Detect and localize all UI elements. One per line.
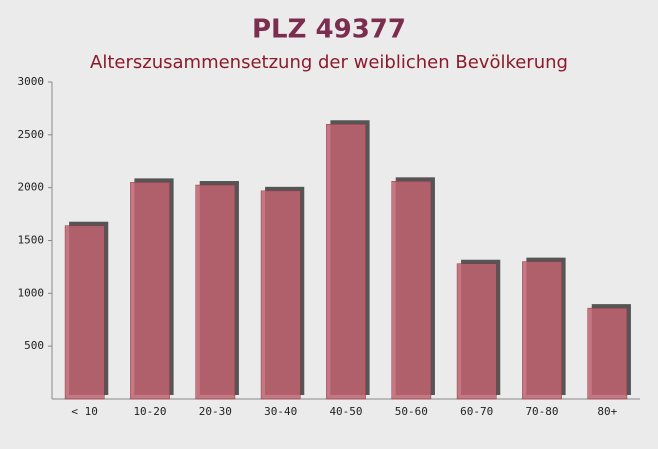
- x-tick-label: 20-30: [199, 405, 232, 418]
- bar: [64, 225, 105, 400]
- bar: [326, 124, 366, 400]
- bar: [260, 190, 301, 400]
- bar: [195, 184, 236, 400]
- y-tick-label: 500: [24, 339, 44, 352]
- bar: [522, 261, 562, 400]
- bar: [391, 181, 432, 400]
- y-tick-label: 2000: [18, 181, 45, 194]
- y-tick-label: 3000: [18, 75, 45, 88]
- x-tick-label: 70-80: [525, 405, 558, 418]
- bar: [587, 307, 628, 400]
- chart-title: PLZ 49377: [252, 15, 406, 45]
- x-tick-label: 50-60: [395, 405, 428, 418]
- x-tick-label: 10-20: [133, 405, 166, 418]
- y-tick-label: 2500: [18, 128, 45, 141]
- x-tick-label: 80+: [597, 405, 617, 418]
- chart-subtitle: Alterszusammensetzung der weiblichen Bev…: [90, 52, 568, 73]
- y-tick-label: 1000: [18, 286, 45, 299]
- x-tick-label: < 10: [71, 405, 98, 418]
- bar: [456, 263, 497, 400]
- x-tick-label: 30-40: [264, 405, 297, 418]
- y-tick-label: 1500: [18, 234, 45, 247]
- x-tick-label: 60-70: [460, 405, 493, 418]
- x-tick-label: 40-50: [329, 405, 362, 418]
- bar: [130, 182, 170, 400]
